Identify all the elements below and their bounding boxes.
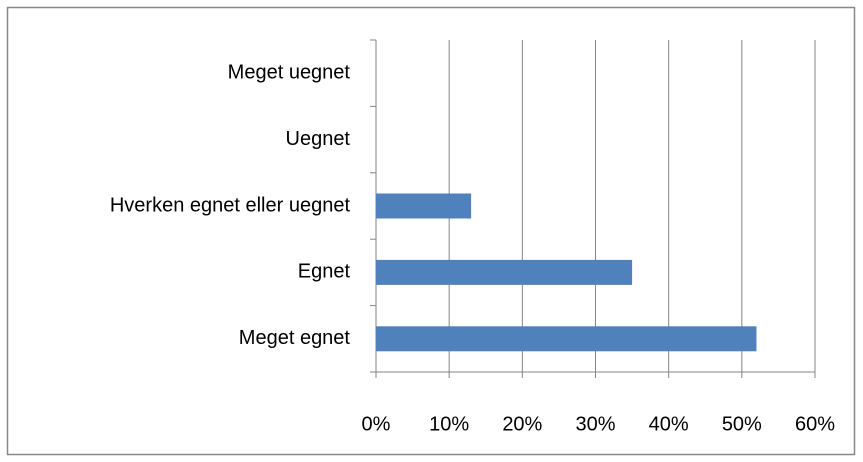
x-tick-label: 60% bbox=[795, 413, 835, 435]
x-tick-label: 20% bbox=[502, 413, 542, 435]
y-tick-label: Meget egnet bbox=[239, 327, 351, 349]
x-tick-label: 40% bbox=[649, 413, 689, 435]
x-tick-label: 50% bbox=[722, 413, 762, 435]
y-tick-label: Meget uegnet bbox=[228, 61, 351, 83]
y-tick-label: Uegnet bbox=[286, 128, 351, 150]
chart-border bbox=[6, 6, 856, 456]
bar bbox=[376, 193, 472, 219]
y-tick-label: Egnet bbox=[298, 261, 351, 283]
x-tick-label: 0% bbox=[362, 413, 391, 435]
x-tick-label: 30% bbox=[575, 413, 615, 435]
x-tick-label: 10% bbox=[429, 413, 469, 435]
y-tick-label: Hverken egnet eller uegnet bbox=[110, 194, 351, 216]
bar bbox=[376, 259, 633, 285]
bar bbox=[376, 326, 757, 352]
